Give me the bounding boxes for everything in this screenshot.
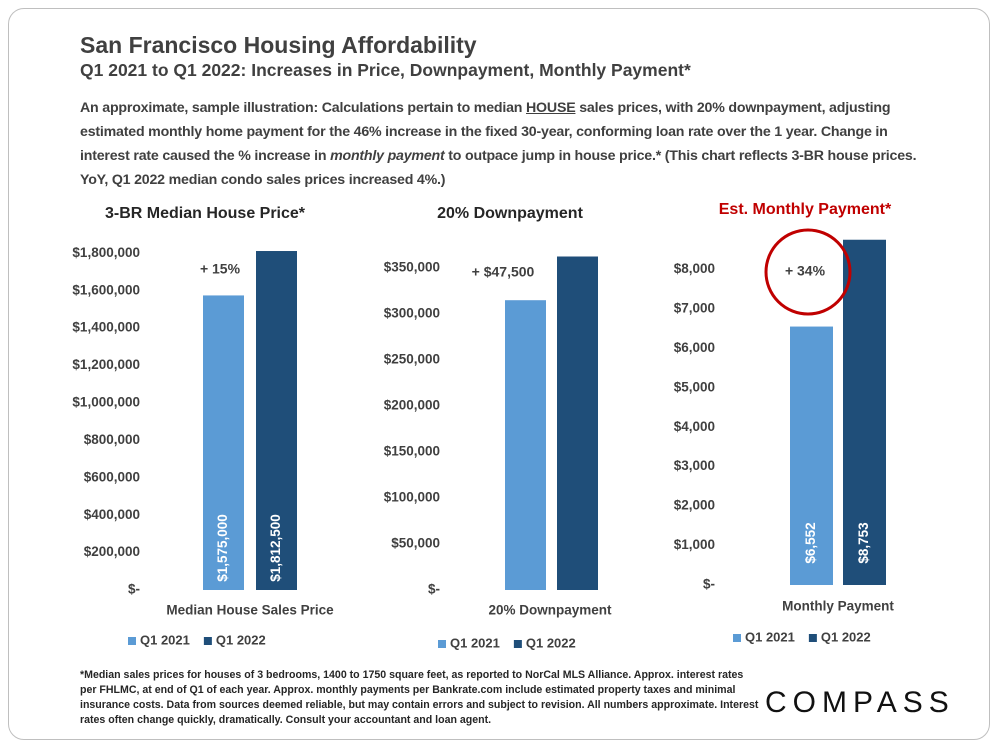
description-text: monthly payment <box>330 148 445 164</box>
y-tick-label: $- <box>128 582 140 597</box>
y-tick-label: $1,800,000 <box>72 245 140 260</box>
value-label: $1,575,000 <box>215 514 230 582</box>
legend-swatch <box>808 634 817 642</box>
y-tick-label: $8,000 <box>674 261 715 276</box>
chart-title: 3-BR Median House Price* <box>105 205 306 222</box>
value-label: $8,753 <box>856 522 871 564</box>
legend-label: Q1 2021 <box>745 629 795 644</box>
y-tick-label: $1,000,000 <box>72 395 140 410</box>
subtitle: Q1 2021 to Q1 2022: Increases in Price, … <box>80 60 691 80</box>
legend-label: Q1 2022 <box>821 629 871 644</box>
description-text: An approximate, sample illustration: Cal… <box>80 100 527 116</box>
y-tick-label: $3,000 <box>674 458 715 473</box>
logo: COMPASS <box>765 686 955 719</box>
legend-label: Q1 2021 <box>450 635 500 650</box>
bar <box>505 300 546 590</box>
annotation: + $47,500 <box>472 264 535 280</box>
bar <box>256 251 297 590</box>
y-tick-label: $1,600,000 <box>72 282 140 297</box>
y-tick-label: $50,000 <box>391 536 440 551</box>
y-tick-label: $2,000 <box>674 498 715 513</box>
annotation: + 34% <box>785 263 826 279</box>
y-tick-label: $1,400,000 <box>72 320 140 335</box>
bar <box>557 256 598 590</box>
value-label: $6,552 <box>803 522 818 563</box>
legend-label: Q1 2022 <box>526 635 576 650</box>
y-tick-label: $7,000 <box>674 300 715 315</box>
legend-swatch <box>733 634 741 642</box>
footnote: *Median sales prices for houses of 3 bed… <box>80 669 759 726</box>
x-tick-label: 20% Downpayment <box>488 603 612 618</box>
description-text: HOUSE <box>526 100 576 116</box>
card <box>8 8 990 740</box>
legend-label: Q1 2022 <box>216 632 266 647</box>
y-tick-label: $1,000 <box>674 537 715 552</box>
y-tick-label: $6,000 <box>674 340 715 355</box>
y-tick-label: $600,000 <box>84 469 140 484</box>
legend-swatch <box>128 637 136 645</box>
legend-swatch <box>438 640 446 648</box>
y-tick-label: $4,000 <box>674 419 715 434</box>
legend-swatch <box>513 640 522 648</box>
y-tick-label: $- <box>703 577 715 592</box>
legend-swatch <box>203 637 212 645</box>
annotation-circle <box>764 228 852 316</box>
y-tick-label: $350,000 <box>384 260 440 275</box>
value-label: $1,812,500 <box>268 514 283 582</box>
description: An approximate, sample illustration: Cal… <box>80 96 930 192</box>
y-tick-label: $1,200,000 <box>72 357 140 372</box>
y-tick-label: $800,000 <box>84 432 140 447</box>
y-tick-label: $200,000 <box>84 544 140 559</box>
y-tick-label: $200,000 <box>384 398 440 413</box>
bar <box>790 326 833 585</box>
y-tick-label: $400,000 <box>84 507 140 522</box>
chart-title: Est. Monthly Payment* <box>719 201 892 218</box>
y-tick-label: $250,000 <box>384 352 440 367</box>
x-tick-label: Monthly Payment <box>782 599 894 614</box>
description-text: to outpace jump in house price.* (This c… <box>80 148 917 188</box>
title: San Francisco Housing Affordability <box>80 32 477 58</box>
y-tick-label: $300,000 <box>384 306 440 321</box>
annotation: + 15% <box>200 261 241 277</box>
x-tick-label: Median House Sales Price <box>166 603 334 618</box>
y-tick-label: $5,000 <box>674 379 715 394</box>
chart-title: 20% Downpayment <box>437 205 583 222</box>
y-tick-label: $- <box>428 582 440 597</box>
y-tick-label: $150,000 <box>384 444 440 459</box>
bar <box>203 295 244 590</box>
y-tick-label: $100,000 <box>384 490 440 505</box>
bar <box>843 239 886 585</box>
description-text: sales prices, with 20% downpayment, adju… <box>80 100 891 164</box>
legend-label: Q1 2021 <box>140 632 190 647</box>
